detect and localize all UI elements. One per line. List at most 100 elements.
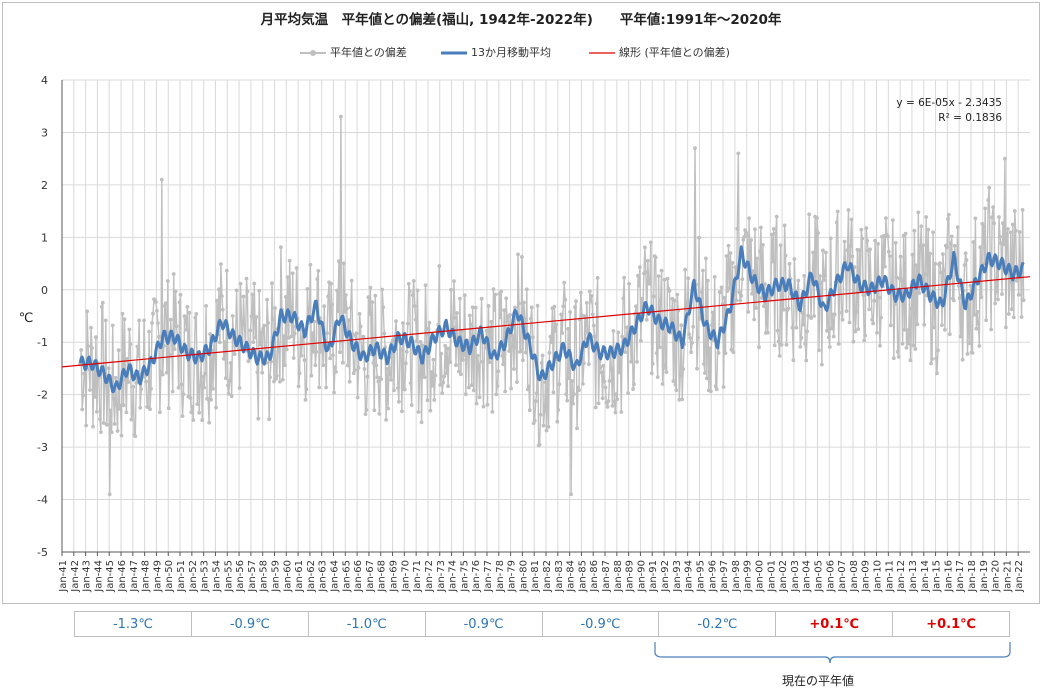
- anomaly-point: [546, 425, 551, 429]
- anomaly-point: [804, 358, 809, 363]
- anomaly-point: [357, 312, 362, 316]
- anomaly-point: [809, 316, 813, 320]
- anomaly-point: [761, 243, 765, 247]
- anomaly-point: [256, 416, 261, 421]
- anomaly-point: [823, 273, 827, 278]
- anomaly-point: [311, 349, 316, 354]
- anomaly-point: [614, 392, 619, 397]
- anomaly-point: [883, 264, 887, 269]
- anomaly-point: [868, 247, 872, 252]
- anomaly-point: [976, 322, 981, 326]
- anomaly-point: [946, 212, 951, 217]
- anomaly-point: [688, 336, 692, 340]
- anomaly-point: [463, 392, 468, 397]
- anomaly-point: [803, 341, 808, 346]
- anomaly-point: [707, 346, 712, 351]
- anomaly-point: [505, 319, 509, 324]
- x-tick-label: Jan-98: [731, 560, 742, 593]
- anomaly-point: [160, 372, 165, 377]
- anomaly-point: [193, 315, 198, 320]
- anomaly-point: [910, 252, 915, 257]
- anomaly-point: [475, 353, 480, 358]
- x-tick-label: Jan-02: [778, 560, 789, 593]
- anomaly-point: [261, 326, 266, 331]
- anomaly-point: [619, 410, 624, 414]
- anomaly-point: [992, 221, 996, 226]
- anomaly-point: [703, 371, 707, 375]
- anomaly-point: [313, 363, 318, 368]
- anomaly-point: [977, 344, 982, 348]
- x-tick-label: Jan-14: [920, 560, 931, 593]
- anomaly-point: [204, 304, 209, 308]
- anomaly-point: [686, 276, 691, 281]
- trendline-r-squared: R² = 0.1836: [938, 112, 1002, 124]
- anomaly-point: [801, 322, 806, 327]
- anomaly-point: [573, 305, 577, 310]
- anomaly-point: [279, 245, 283, 250]
- anomaly-point: [613, 410, 618, 415]
- anomaly-point: [798, 344, 803, 349]
- anomaly-point: [487, 360, 492, 365]
- anomaly-point: [155, 308, 159, 313]
- anomaly-point: [820, 362, 824, 367]
- anomaly-point: [947, 332, 952, 337]
- anomaly-point: [129, 417, 134, 422]
- anomaly-point: [1002, 242, 1006, 247]
- anomaly-point: [178, 292, 183, 297]
- anomaly-point: [802, 273, 807, 278]
- anomaly-point: [991, 205, 995, 210]
- anomaly-point: [728, 251, 733, 256]
- anomaly-point: [875, 330, 879, 335]
- anomaly-point: [903, 231, 908, 236]
- anomaly-point: [834, 220, 839, 225]
- anomaly-point: [410, 293, 415, 297]
- anomaly-point: [496, 369, 501, 374]
- anomaly-point: [447, 346, 451, 351]
- anomaly-point: [956, 284, 961, 288]
- anomaly-point: [201, 374, 206, 379]
- anomaly-point: [662, 277, 667, 282]
- anomaly-point: [627, 281, 631, 286]
- anomaly-point: [442, 374, 447, 379]
- anomaly-point: [455, 311, 459, 315]
- anomaly-point: [893, 241, 898, 245]
- anomaly-point: [368, 285, 373, 290]
- anomaly-point: [93, 395, 97, 399]
- anomaly-point: [363, 412, 368, 416]
- anomaly-point: [122, 317, 127, 322]
- anomaly-point: [595, 276, 600, 280]
- anomaly-point: [84, 423, 88, 428]
- anomaly-point: [643, 270, 648, 275]
- anomaly-point: [565, 398, 570, 403]
- anomaly-point: [514, 345, 518, 350]
- anomaly-point: [569, 492, 573, 497]
- anomaly-point: [700, 290, 704, 294]
- anomaly-point: [854, 309, 859, 314]
- anomaly-point: [106, 366, 111, 371]
- anomaly-point: [431, 357, 436, 362]
- anomaly-point: [603, 385, 608, 390]
- anomaly-point: [586, 362, 591, 366]
- anomaly-point: [470, 305, 475, 310]
- anomaly-point: [494, 392, 499, 397]
- anomaly-point: [891, 356, 896, 361]
- anomaly-point: [380, 287, 385, 292]
- anomaly-point: [319, 349, 324, 354]
- anomaly-point: [238, 281, 243, 286]
- anomaly-point: [480, 359, 485, 364]
- anomaly-point: [462, 353, 466, 357]
- anomaly-point: [348, 305, 353, 310]
- anomaly-point: [523, 350, 528, 355]
- x-tick-label: Jan-13: [908, 560, 919, 593]
- anomaly-point: [229, 394, 234, 399]
- anomaly-point: [634, 304, 638, 309]
- anomaly-point: [888, 323, 893, 328]
- chart-title: 月平均気温 平年値との偏差(福山, 1942年-2022年) 平年値:1991年…: [260, 12, 782, 28]
- anomaly-point: [617, 370, 622, 375]
- anomaly-point: [405, 321, 410, 326]
- anomaly-point: [251, 340, 256, 345]
- anomaly-point: [996, 297, 1000, 302]
- anomaly-point: [294, 266, 299, 270]
- anomaly-point: [935, 371, 939, 376]
- anomaly-point: [770, 259, 775, 264]
